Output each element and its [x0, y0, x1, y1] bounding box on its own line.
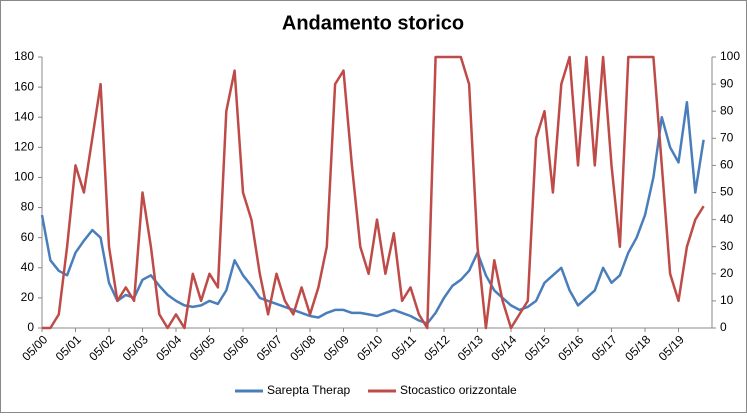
y2-tick-label: 80 — [720, 103, 734, 117]
y-tick-label: 160 — [14, 79, 34, 93]
y2-tick-label: 10 — [720, 293, 734, 307]
chart-title: Andamento storico — [282, 12, 464, 34]
y-tick-label: 120 — [14, 140, 34, 154]
y-tick-label: 60 — [21, 230, 35, 244]
y2-tick-label: 40 — [720, 212, 734, 226]
y-tick-label: 0 — [27, 320, 34, 334]
y2-tick-label: 20 — [720, 266, 734, 280]
y-tick-label: 40 — [21, 260, 35, 274]
y-tick-label: 140 — [14, 109, 34, 123]
y2-tick-label: 0 — [720, 320, 727, 334]
y2-tick-label: 60 — [720, 158, 734, 172]
y2-tick-label: 90 — [720, 76, 734, 90]
legend-label: Stocastico orizzontale — [400, 383, 517, 397]
series-line — [40, 100, 705, 325]
y-tick-label: 100 — [14, 170, 34, 184]
y2-tick-label: 70 — [720, 130, 734, 144]
y-tick-label: 180 — [14, 49, 34, 63]
y-tick-label: 20 — [21, 290, 35, 304]
y2-tick-label: 50 — [720, 185, 734, 199]
series-line — [42, 55, 705, 330]
y2-tick-label: 100 — [720, 49, 740, 63]
y2-tick-label: 30 — [720, 239, 734, 253]
y-tick-label: 80 — [21, 200, 35, 214]
legend-label: Sarepta Therap — [267, 383, 350, 397]
